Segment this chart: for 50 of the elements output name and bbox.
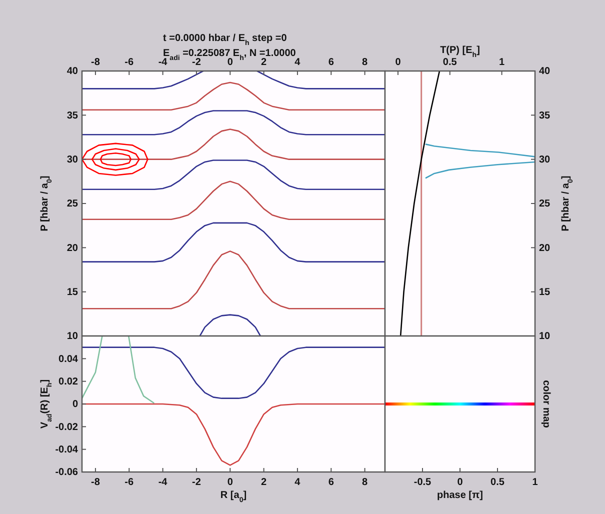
y-tick-label: 30 <box>66 154 78 166</box>
y-tick-label: 35 <box>539 110 551 122</box>
x-tick-label: -0.5 <box>414 477 432 488</box>
x-tick-label: -8 <box>91 477 100 488</box>
x-tick-label: 8 <box>362 57 368 68</box>
chart-title: t =0.0000 hbar / E$_{h}$ step =0 <box>163 33 288 46</box>
y-tick-label: -0.02 <box>55 422 78 433</box>
x-tick-label: 1 <box>499 57 505 68</box>
y-tick-label: 35 <box>66 110 78 122</box>
y-tick-label: 30 <box>539 154 551 166</box>
y-tick-label: 40 <box>539 66 551 78</box>
y-tick-label: 0 <box>72 399 78 410</box>
y-tick-label: 25 <box>539 198 551 210</box>
y-tick-label: 20 <box>539 242 551 254</box>
x-tick-label: -2 <box>192 57 202 68</box>
y-tick-label: -0.06 <box>55 467 78 478</box>
x-tick-label: -6 <box>124 477 134 488</box>
x-axis-title: R [a$_{0}$] <box>220 490 247 504</box>
y-tick-label: 25 <box>66 198 78 210</box>
y-tick-label: 15 <box>539 287 551 298</box>
x-tick-label: -6 <box>124 57 134 68</box>
y-tick-label: 20 <box>66 242 78 254</box>
y-axis-title: color map <box>540 380 552 428</box>
x-tick-label: 0 <box>227 57 234 68</box>
x-axis-title: T(P) [E$_{h}$] <box>440 45 480 58</box>
x-tick-label: -4 <box>158 477 168 488</box>
x-tick-label: 1 <box>532 477 538 488</box>
x-axis-title: phase [π] <box>437 490 483 501</box>
x-tick-label: 4 <box>294 477 301 488</box>
y-tick-label: 10 <box>66 331 78 342</box>
x-tick-label: -4 <box>158 57 168 68</box>
y-tick-label: 10 <box>539 331 551 342</box>
x-tick-label: -2 <box>192 477 202 488</box>
x-tick-label: 0 <box>227 477 234 488</box>
x-tick-label: 6 <box>328 477 334 488</box>
x-tick-label: -8 <box>91 57 100 68</box>
y-tick-label: 40 <box>66 66 78 78</box>
x-tick-label: 6 <box>328 57 334 68</box>
x-tick-label: 2 <box>261 57 268 68</box>
x-tick-label: 8 <box>362 477 368 488</box>
x-tick-label: 0 <box>457 477 464 488</box>
x-tick-label: 0 <box>395 57 402 68</box>
y-tick-label: -0.04 <box>55 444 78 456</box>
y-tick-label: 0.02 <box>58 376 78 388</box>
x-tick-label: 2 <box>261 477 268 488</box>
y-tick-label: 0.04 <box>58 354 78 365</box>
x-tick-label: 0.5 <box>490 477 505 488</box>
y-tick-label: 15 <box>66 287 78 298</box>
x-tick-label: 0.5 <box>442 57 458 68</box>
x-tick-label: 4 <box>294 57 301 68</box>
